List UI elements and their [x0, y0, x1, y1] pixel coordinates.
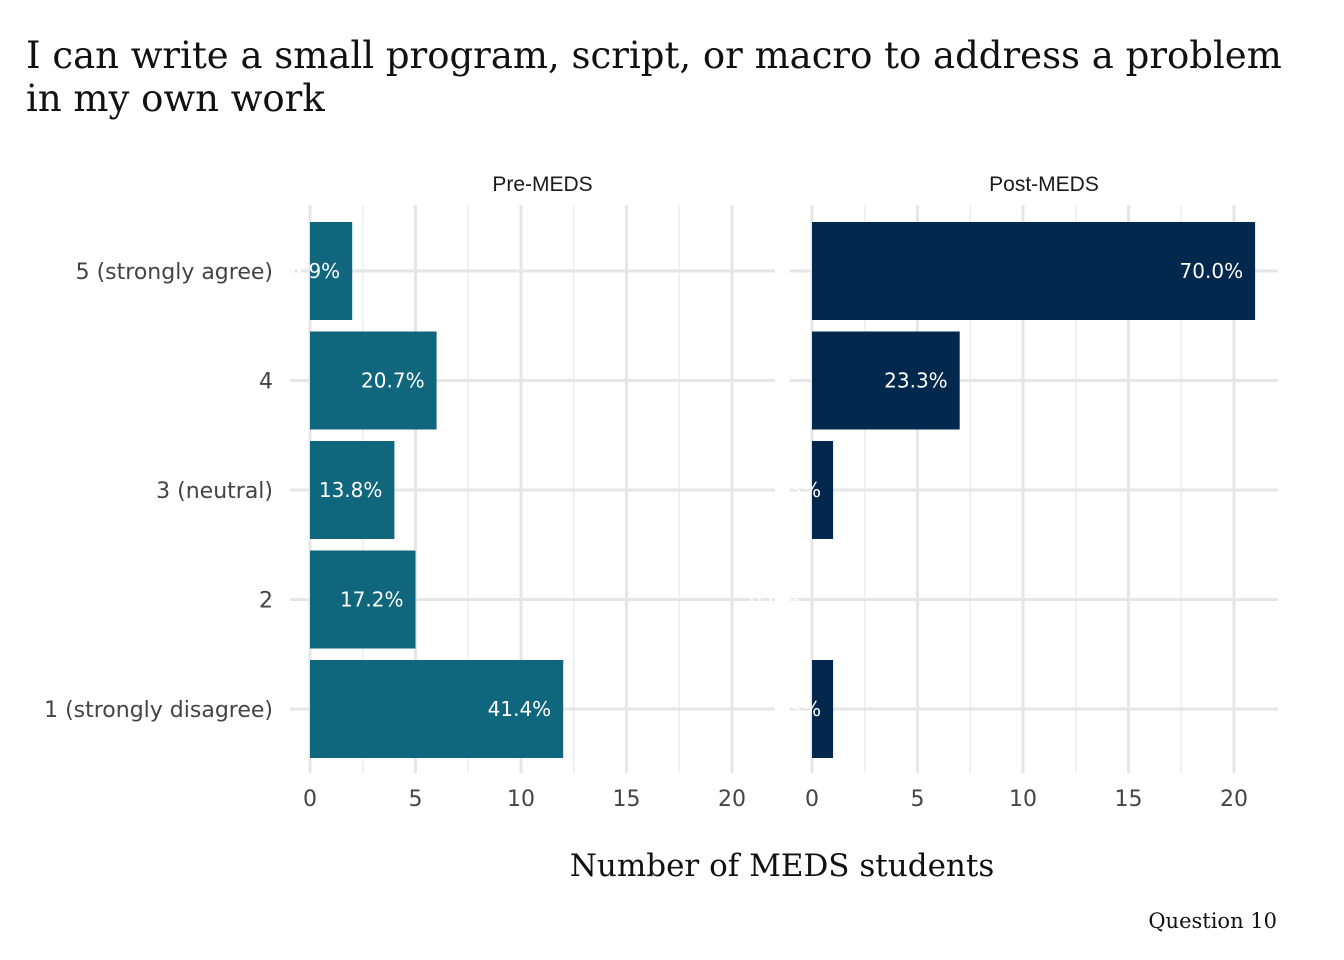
y-tick-label: 4 [259, 370, 273, 395]
bar-value-label: 0.0% [749, 588, 800, 612]
panel-pre-meds: Pre-MEDS 6.9% 20.7% 13.8% 17.2% 41.4% 0 5 10 15 20 [289, 173, 775, 812]
bar-value-label: 70.0% [1180, 259, 1244, 283]
panel-strip-label: Post-MEDS [989, 173, 1099, 196]
bar [310, 660, 564, 758]
bar [310, 441, 395, 539]
bar [812, 441, 834, 539]
bar-value-label: 23.3% [884, 369, 948, 393]
x-axis-label: Number of MEDS students [570, 848, 995, 884]
x-tick-label: 15 [1115, 787, 1143, 812]
bar-value-label: 13.8% [319, 478, 383, 502]
y-tick-label: 5 (strongly agree) [76, 260, 273, 285]
bar-value-label: 3.3% [770, 697, 821, 721]
bar [812, 331, 960, 430]
bar [310, 331, 437, 430]
panel-post-meds: Post-MEDS 70.0% 23.3% 3.3% 0.0% 3.3% 0 5 10 15 20 [749, 173, 1278, 812]
x-tick-label: 5 [409, 787, 423, 812]
bar-value-label: 20.7% [361, 369, 425, 393]
bar [812, 660, 834, 758]
y-axis-ticks: 5 (strongly agree) 4 3 (neutral) 2 1 (strong… [44, 260, 273, 723]
panels: Pre-MEDS 6.9% 20.7% 13.8% 17.2% 41.4% 0 5 10 15 20… [289, 173, 1278, 812]
x-tick-label: 0 [805, 787, 819, 812]
y-tick-label: 2 [259, 589, 273, 614]
x-tick-label: 20 [1220, 787, 1248, 812]
panel-strip-label: Pre-MEDS [492, 173, 592, 196]
x-tick-label: 5 [911, 787, 925, 812]
caption: Question 10 [1148, 909, 1277, 933]
x-tick-label: 15 [613, 787, 641, 812]
bar [812, 222, 1256, 320]
bar [310, 550, 416, 649]
bar [310, 222, 353, 320]
x-tick-label: 0 [303, 787, 317, 812]
x-tick-label: 10 [1009, 787, 1037, 812]
y-tick-label: 3 (neutral) [156, 479, 273, 504]
x-tick-label: 10 [507, 787, 535, 812]
x-tick-label: 20 [718, 787, 746, 812]
bar-value-label: 41.4% [488, 697, 552, 721]
chart-title-line-1: I can write a small program, script, or … [26, 34, 1282, 77]
bar-value-label: 3.3% [770, 478, 821, 502]
bar-value-label: 6.9% [289, 259, 340, 283]
y-tick-label: 1 (strongly disagree) [44, 698, 273, 723]
chart-title-line-2: in my own work [26, 77, 325, 120]
bar-value-label: 17.2% [340, 588, 404, 612]
